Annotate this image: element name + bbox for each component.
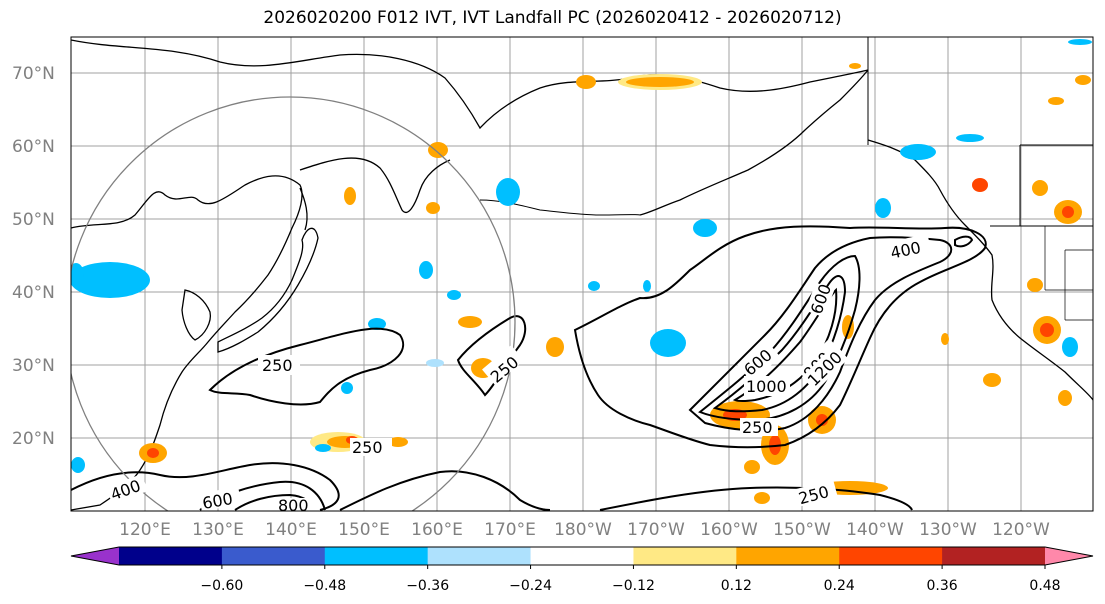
colorbar-tick-label: −0.24 bbox=[509, 578, 552, 594]
colorbar-swatch bbox=[221, 547, 326, 565]
map-frame-bg bbox=[71, 37, 1093, 511]
contour-label: 800 bbox=[278, 496, 309, 515]
colorbar-swatch bbox=[119, 547, 223, 565]
coastline-korea bbox=[181, 289, 211, 341]
lon-label: 160°W bbox=[700, 520, 758, 540]
contour-label: 1000 bbox=[746, 377, 787, 396]
colorbar-swatch bbox=[530, 547, 634, 565]
longitude-labels: 120°E 130°E 140°E 150°E 160°E 170°E 180°W 170°W… bbox=[119, 520, 1050, 540]
colorbar-tick-label: −0.60 bbox=[200, 578, 243, 594]
colorbar-swatch bbox=[942, 547, 1046, 565]
colorbar-swatch bbox=[633, 547, 737, 565]
contour-label: 600 bbox=[201, 489, 234, 513]
coastline-asia bbox=[71, 175, 303, 511]
colorbar-tick-label: 0.24 bbox=[824, 578, 855, 594]
gridlines bbox=[71, 37, 1093, 511]
lat-label: 20°N bbox=[12, 429, 55, 449]
border-canada-us bbox=[867, 37, 1093, 227]
colorbar-ticks: −0.60 −0.48 −0.36 −0.24 −0.12 0.12 0.24 0.36 0.4… bbox=[200, 565, 1061, 594]
coastline-sakhalin bbox=[299, 187, 308, 231]
lon-label: 140°E bbox=[265, 520, 317, 540]
colorbar-swatch bbox=[71, 547, 119, 565]
lat-label: 50°N bbox=[12, 210, 55, 230]
coastline-japan bbox=[217, 227, 319, 353]
lon-label: 130°W bbox=[919, 520, 977, 540]
colorbar bbox=[70, 546, 1094, 566]
map-frame bbox=[70, 36, 1094, 512]
lon-label: 120°E bbox=[119, 520, 171, 540]
lat-label: 40°N bbox=[12, 283, 55, 303]
colorbar-swatch bbox=[1045, 547, 1093, 565]
coastline-na-west bbox=[867, 139, 1093, 401]
ivt-pc-shading bbox=[71, 39, 1092, 504]
coastline-siberia bbox=[71, 39, 869, 130]
colorbar-swatch bbox=[839, 547, 943, 565]
radius-circle bbox=[71, 96, 516, 511]
colorbar-swatch bbox=[324, 547, 429, 565]
lon-label: 160°E bbox=[411, 520, 463, 540]
colorbar-tick-label: −0.12 bbox=[612, 578, 655, 594]
colorbar-swatch bbox=[736, 547, 840, 565]
lon-label: 170°E bbox=[484, 520, 536, 540]
contour-label: 250 bbox=[352, 438, 383, 457]
contour-label: 250 bbox=[262, 356, 293, 375]
colorbar-tick-label: 0.36 bbox=[927, 578, 958, 594]
coastline-kamchatka bbox=[299, 157, 451, 214]
lon-label: 130°E bbox=[192, 520, 244, 540]
colorbar-tick-label: −0.48 bbox=[303, 578, 346, 594]
lon-label: 180°W bbox=[554, 520, 612, 540]
lon-label: 150°W bbox=[773, 520, 831, 540]
lat-label: 30°N bbox=[12, 356, 55, 376]
lon-label: 140°W bbox=[846, 520, 904, 540]
border-us-states bbox=[1044, 226, 1093, 321]
colorbar-outline bbox=[70, 546, 1094, 566]
lat-label: 60°N bbox=[12, 137, 55, 157]
colorbar-tick-label: 0.12 bbox=[721, 578, 752, 594]
map-title: 2026020200 F012 IVT, IVT Landfall PC (20… bbox=[263, 8, 842, 28]
colorbar-tick-label: 0.48 bbox=[1029, 578, 1060, 594]
colorbar-tick-label: −0.36 bbox=[406, 578, 449, 594]
contour-label: 250 bbox=[742, 418, 773, 437]
colorbar-swatch bbox=[427, 547, 532, 565]
lon-label: 170°W bbox=[627, 520, 685, 540]
lon-label: 150°E bbox=[338, 520, 390, 540]
lat-label: 70°N bbox=[12, 64, 55, 84]
latitude-labels: 70°N 60°N 50°N 40°N 30°N 20°N bbox=[12, 64, 55, 449]
lon-label: 120°W bbox=[992, 520, 1050, 540]
coastline-alaska bbox=[639, 69, 869, 216]
